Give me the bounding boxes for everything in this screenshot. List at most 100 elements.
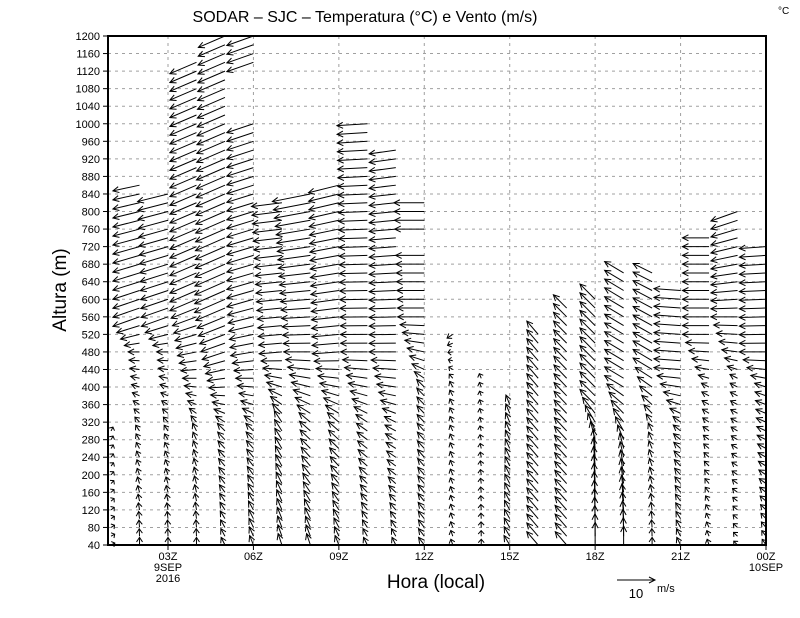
wind-arrowhead-icon bbox=[163, 476, 171, 482]
wind-arrow bbox=[755, 425, 767, 433]
wind-arrowhead-icon bbox=[526, 530, 534, 539]
wind-arrow-shaft bbox=[164, 442, 169, 449]
wind-arrowhead-icon bbox=[356, 431, 364, 439]
wind-arrow-shaft bbox=[197, 79, 226, 93]
wind-arrow bbox=[738, 305, 767, 313]
wind-arrow bbox=[307, 193, 339, 204]
wind-arrow bbox=[220, 518, 227, 528]
wind-arrow bbox=[134, 416, 140, 423]
wind-arrowhead-icon bbox=[290, 380, 299, 388]
wind-arrow bbox=[302, 480, 311, 493]
wind-arrow-shaft bbox=[192, 440, 197, 449]
wind-arrow bbox=[246, 456, 254, 467]
wind-arrow bbox=[331, 490, 340, 502]
wind-arrow bbox=[554, 486, 568, 502]
wind-arrow bbox=[135, 441, 142, 449]
wind-arrow-shaft bbox=[217, 440, 226, 449]
wind-arrowhead-icon bbox=[225, 293, 234, 300]
wind-arrowhead-icon bbox=[184, 391, 193, 398]
wind-arrowhead-icon bbox=[338, 278, 346, 286]
wind-arrowhead-icon bbox=[652, 311, 661, 319]
wind-arrow-shaft bbox=[164, 450, 169, 458]
wind-arrow bbox=[391, 536, 398, 546]
grid-lines bbox=[108, 36, 766, 545]
wind-arrowhead-icon bbox=[398, 321, 407, 329]
wind-arrow bbox=[214, 415, 226, 423]
wind-arrowhead-icon bbox=[135, 493, 143, 500]
wind-arrow bbox=[379, 398, 396, 406]
wind-arrowhead-icon bbox=[416, 413, 424, 422]
wind-arrow bbox=[168, 88, 197, 101]
wind-arrow-shaft bbox=[619, 433, 625, 449]
wind-arrowhead-icon bbox=[758, 486, 766, 493]
wind-arrow bbox=[590, 436, 598, 458]
wind-arrow bbox=[318, 380, 339, 388]
wind-arrow-shaft bbox=[526, 364, 539, 379]
y-tick-label: 640 bbox=[82, 277, 100, 289]
wind-arrowhead-icon bbox=[225, 240, 234, 248]
wind-arrow bbox=[194, 263, 226, 279]
wind-arrowhead-icon bbox=[193, 289, 202, 296]
wind-arrow-shaft bbox=[703, 443, 710, 449]
wind-arrow-shaft bbox=[135, 424, 140, 432]
wind-arrow bbox=[553, 390, 568, 405]
wind-arrowhead-icon bbox=[672, 415, 680, 423]
wind-arrowhead-icon bbox=[552, 320, 561, 328]
wind-arrow-shaft bbox=[311, 316, 339, 321]
wind-arrowhead-icon bbox=[393, 216, 401, 224]
wind-arrow bbox=[353, 406, 368, 414]
wind-arrowhead-icon bbox=[176, 351, 185, 358]
wind-arrow bbox=[243, 415, 254, 423]
wind-arrow bbox=[672, 424, 681, 432]
wind-arrowhead-icon bbox=[316, 373, 325, 380]
wind-arrow bbox=[299, 437, 311, 449]
wind-arrowhead-icon bbox=[729, 382, 736, 389]
wind-arrow-shaft bbox=[449, 460, 454, 467]
wind-arrow-shaft bbox=[197, 114, 226, 128]
wind-arrow-shaft bbox=[369, 272, 396, 275]
wind-arrowhead-icon bbox=[603, 260, 612, 268]
wind-arrowhead-icon bbox=[147, 334, 156, 342]
wind-arrowhead-icon bbox=[703, 460, 710, 467]
wind-arrowhead-icon bbox=[194, 245, 203, 252]
wind-arrowhead-icon bbox=[673, 441, 680, 449]
wind-arrow-shaft bbox=[418, 528, 425, 537]
wind-arrow-shaft bbox=[357, 440, 368, 449]
wind-arrowhead-icon bbox=[275, 230, 283, 238]
wind-arrowhead-icon bbox=[255, 297, 263, 305]
wind-arrow-shaft bbox=[402, 331, 425, 335]
y-tick-label: 840 bbox=[82, 189, 100, 201]
wind-arrowhead-icon bbox=[339, 331, 347, 338]
wind-arrow bbox=[553, 451, 568, 467]
wind-arrowhead-icon bbox=[738, 313, 746, 321]
wind-arrow bbox=[448, 433, 455, 440]
wind-arrow bbox=[290, 380, 311, 388]
wind-arrow-shaft bbox=[226, 175, 254, 186]
wind-arrow-shaft bbox=[554, 452, 568, 467]
wind-arrow-shaft bbox=[276, 480, 283, 493]
wind-arrow-shaft bbox=[579, 380, 596, 397]
wind-arrow-shaft bbox=[362, 528, 368, 537]
wind-arrow bbox=[526, 407, 539, 423]
wind-vectors bbox=[109, 35, 768, 548]
wind-arrow-shaft bbox=[226, 298, 254, 308]
wind-arrow-shaft bbox=[619, 441, 625, 458]
wind-arrowhead-icon bbox=[417, 527, 425, 536]
wind-arrowhead-icon bbox=[303, 498, 311, 506]
wind-arrow-shaft bbox=[159, 384, 169, 388]
wind-arrowhead-icon bbox=[394, 260, 403, 268]
wind-arrow-shaft bbox=[657, 375, 681, 379]
wind-arrow bbox=[704, 521, 711, 528]
wind-arrowhead-icon bbox=[603, 375, 612, 382]
wind-arrow-shaft bbox=[391, 537, 397, 546]
wind-arrow bbox=[503, 499, 511, 511]
wind-arrow-shaft bbox=[132, 400, 140, 406]
wind-arrow-shaft bbox=[110, 426, 114, 432]
wind-arrow-shaft bbox=[526, 513, 539, 528]
wind-arrow bbox=[552, 302, 568, 318]
wind-arrow bbox=[275, 453, 283, 467]
wind-arrowhead-icon bbox=[503, 508, 511, 516]
wind-arrow bbox=[408, 354, 425, 362]
wind-arrow bbox=[702, 434, 710, 441]
wind-arrow bbox=[396, 313, 425, 321]
